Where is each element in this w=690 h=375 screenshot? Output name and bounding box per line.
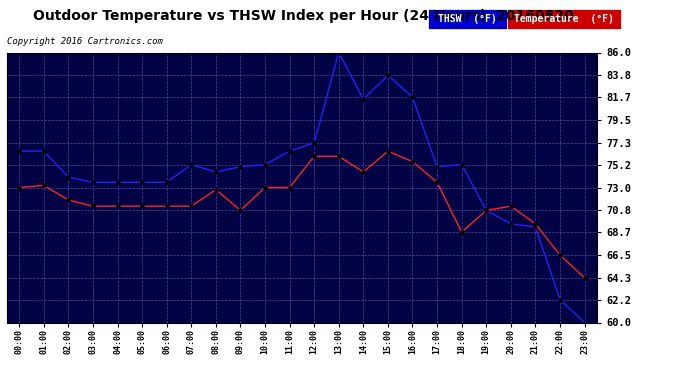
Text: Temperature  (°F): Temperature (°F) bbox=[514, 14, 614, 24]
Text: Copyright 2016 Cartronics.com: Copyright 2016 Cartronics.com bbox=[7, 38, 163, 46]
Text: Outdoor Temperature vs THSW Index per Hour (24 Hours)  20160820: Outdoor Temperature vs THSW Index per Ho… bbox=[33, 9, 574, 23]
Text: THSW  (°F): THSW (°F) bbox=[438, 14, 497, 24]
